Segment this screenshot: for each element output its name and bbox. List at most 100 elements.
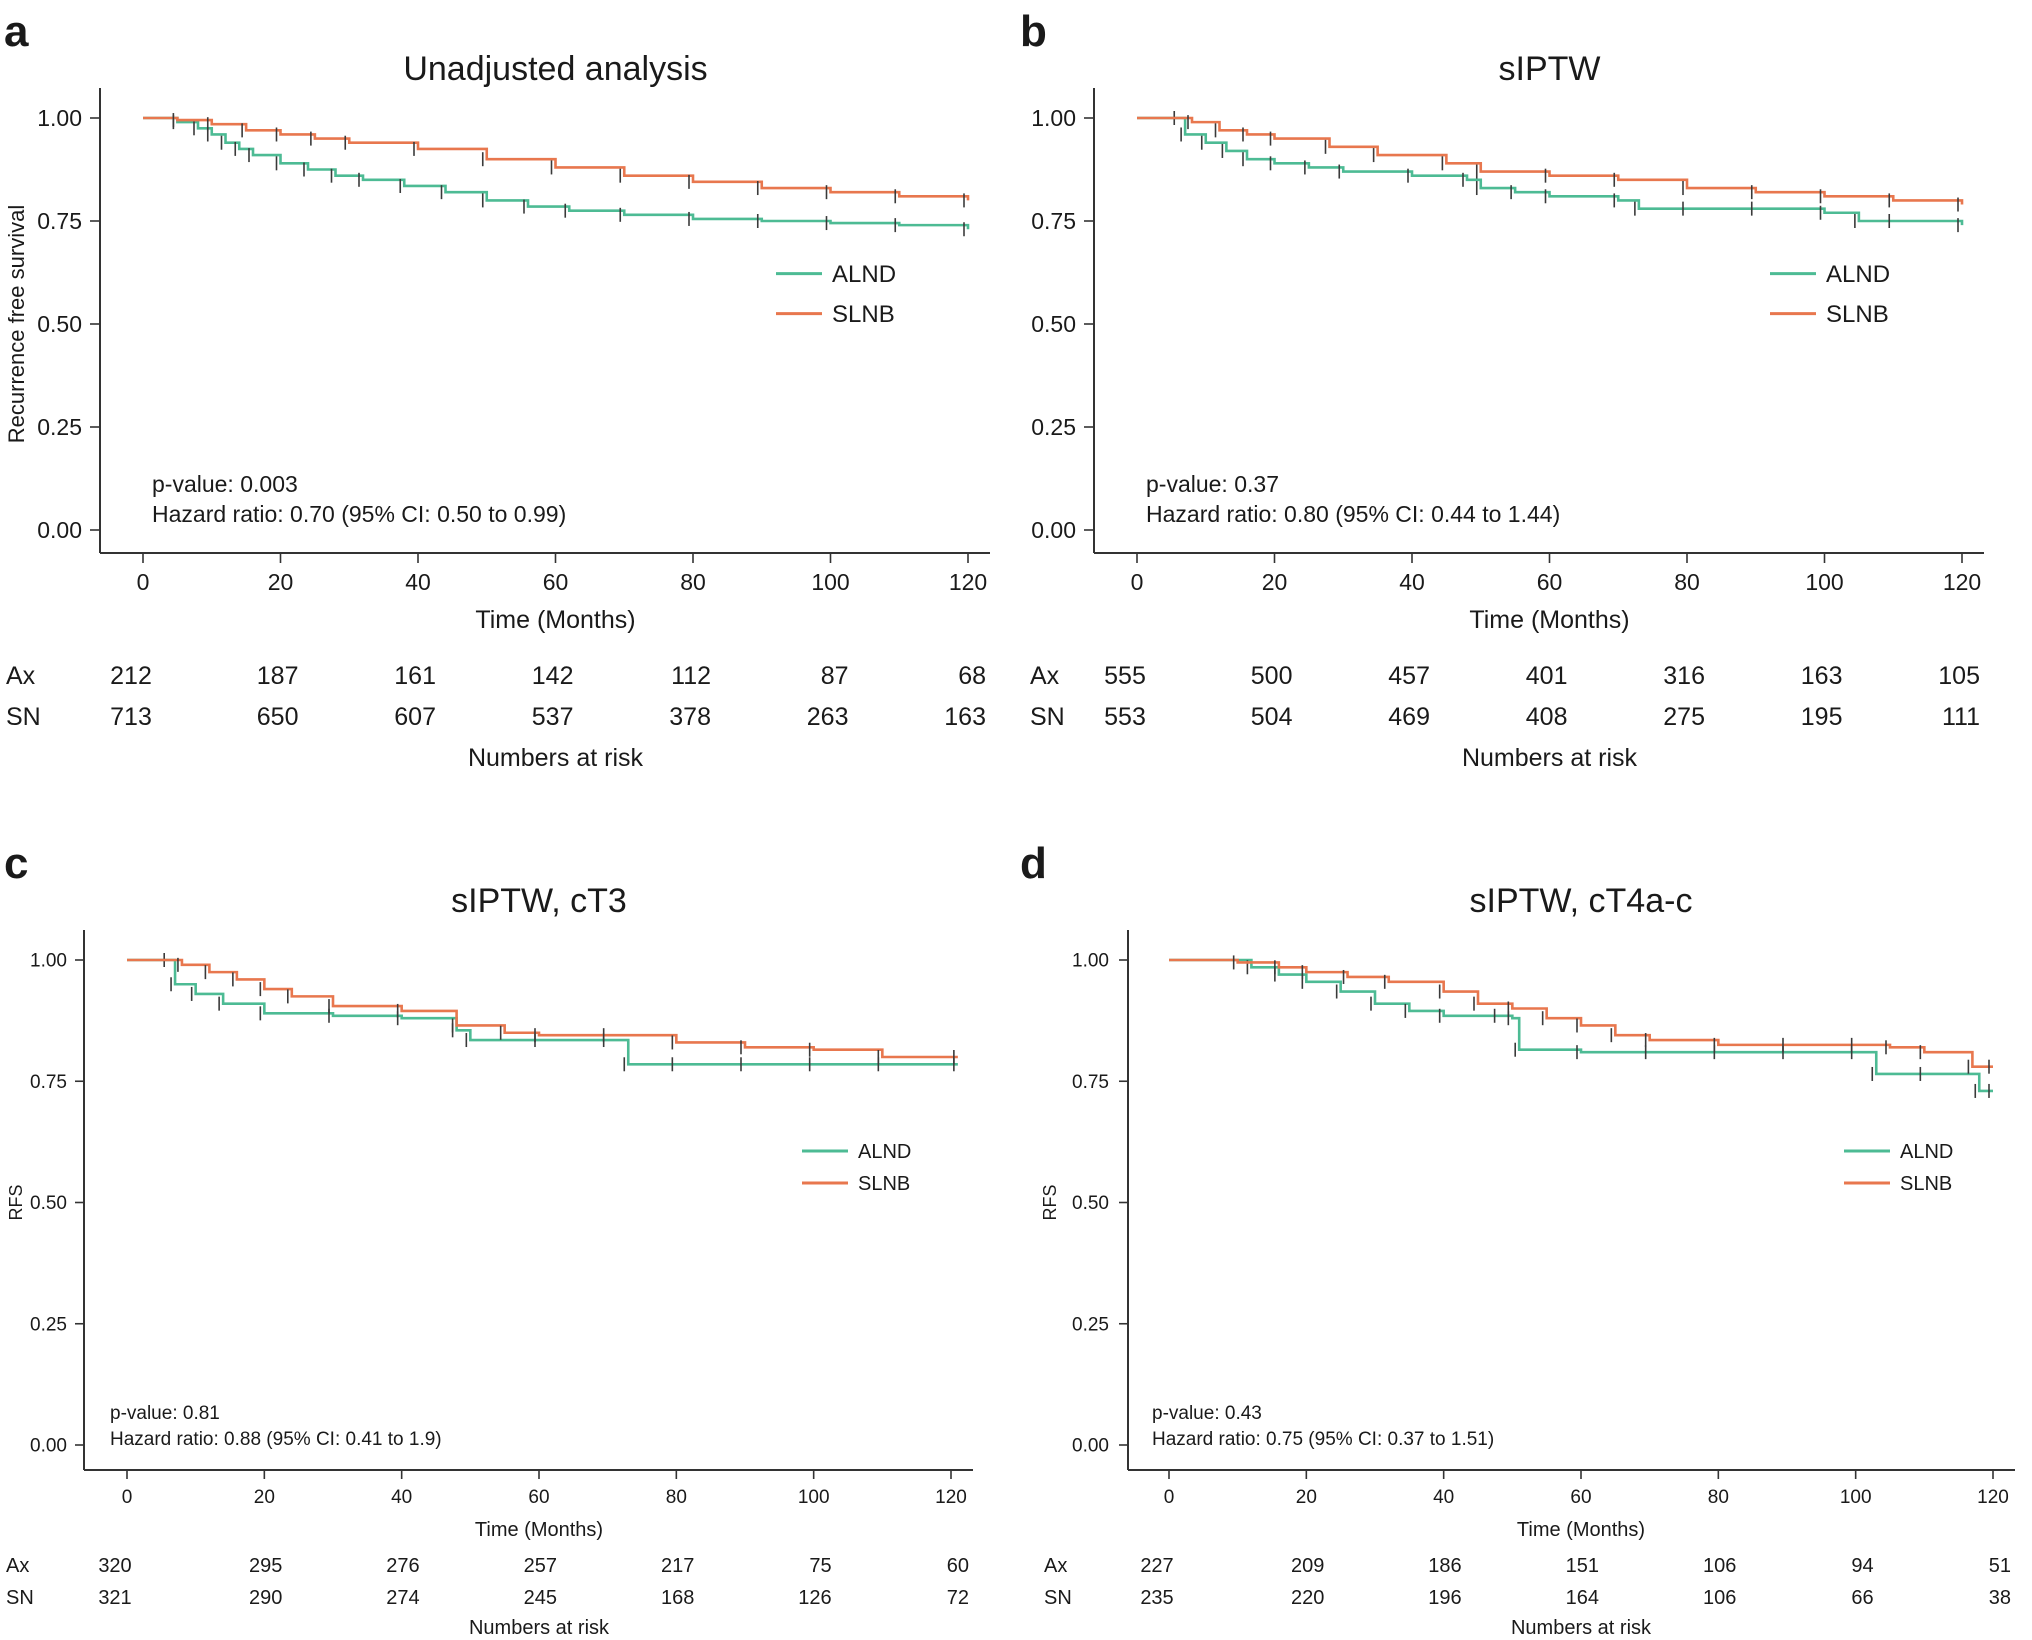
x-tick-label: 100 <box>811 569 849 595</box>
risk-value: 187 <box>257 662 299 690</box>
km-curve-slnb <box>1137 116 1964 205</box>
risk-value: 112 <box>671 662 711 690</box>
x-tick-label: 100 <box>1840 1487 1872 1508</box>
risk-row-label: SN <box>1044 1587 1072 1609</box>
x-axis-label: Time (Months) <box>1517 1519 1645 1541</box>
risk-table-title: Numbers at risk <box>1511 1617 1652 1639</box>
km-chart-b: b sIPTW 0.00 0.25 0.50 0.75 1.00 0 20 40 60 80 100 12… <box>1020 7 1984 772</box>
risk-value: 650 <box>257 703 299 731</box>
legend-label-alnd: ALND <box>858 1141 911 1163</box>
y-tick-label: 0.50 <box>1072 1193 1109 1214</box>
y-tick-label: 1.00 <box>1031 105 1076 131</box>
x-tick-label: 120 <box>949 569 987 595</box>
chart-title: sIPTW, cT4a-c <box>1470 882 1693 920</box>
y-tick-label: 0.75 <box>37 208 82 234</box>
risk-value: 51 <box>1989 1555 2011 1577</box>
x-tick-label: 40 <box>1433 1487 1454 1508</box>
km-chart-c: c sIPTW, cT3 0.00 0.25 0.50 0.75 1.00 0 20 40 60 80… <box>4 839 973 1639</box>
y-tick-label: 0.00 <box>1031 517 1076 543</box>
x-tick-label: 120 <box>1977 1487 2009 1508</box>
risk-value: 161 <box>394 662 436 690</box>
risk-value: 68 <box>958 662 986 690</box>
y-tick-label: 0.25 <box>37 414 82 440</box>
risk-table-title: Numbers at risk <box>469 1617 610 1639</box>
y-tick-label: 1.00 <box>1072 951 1109 972</box>
risk-value: 196 <box>1428 1587 1461 1609</box>
risk-value: 186 <box>1428 1555 1461 1577</box>
p-value-text: p-value: 0.003 <box>152 471 298 497</box>
risk-value: 164 <box>1566 1587 1599 1609</box>
chart-title: sIPTW <box>1499 50 1601 88</box>
x-axis-label: Time (Months) <box>1469 606 1629 634</box>
risk-value: 321 <box>98 1587 131 1609</box>
risk-value: 66 <box>1851 1587 1873 1609</box>
y-tick-label: 0.75 <box>30 1072 67 1093</box>
risk-value: 151 <box>1566 1555 1599 1577</box>
risk-value: 274 <box>386 1587 419 1609</box>
risk-value: 227 <box>1140 1555 1173 1577</box>
x-tick-label: 60 <box>543 569 569 595</box>
risk-value: 408 <box>1526 703 1568 731</box>
risk-row-label: Ax <box>6 662 36 690</box>
y-tick-label: 0.75 <box>1031 208 1076 234</box>
y-tick-label: 0.50 <box>30 1193 67 1214</box>
risk-value: 504 <box>1251 703 1293 731</box>
km-chart-d: d sIPTW, cT4a-c 0.00 0.25 0.50 0.75 1.00 0 20 40 6… <box>1020 839 2015 1639</box>
risk-value: 220 <box>1291 1587 1324 1609</box>
km-curve-slnb <box>127 958 958 1059</box>
x-axis-label: Time (Months) <box>475 606 635 634</box>
risk-value: 94 <box>1851 1555 1873 1577</box>
legend-label-alnd: ALND <box>1826 261 1890 288</box>
risk-value: 276 <box>386 1555 419 1577</box>
risk-table-title: Numbers at risk <box>468 744 644 772</box>
risk-value: 209 <box>1291 1555 1324 1577</box>
panel-letter: d <box>1020 839 1047 888</box>
y-tick-label: 0.25 <box>30 1314 67 1335</box>
panel-letter: b <box>1020 7 1047 56</box>
panel-letter: a <box>4 7 29 56</box>
legend-label-slnb: SLNB <box>1826 301 1889 328</box>
risk-value: 87 <box>821 662 849 690</box>
risk-value: 607 <box>394 703 436 731</box>
x-tick-label: 80 <box>1708 1487 1729 1508</box>
legend-label-slnb: SLNB <box>832 301 895 328</box>
risk-value: 60 <box>947 1555 969 1577</box>
chart-title: sIPTW, cT3 <box>451 882 627 920</box>
x-tick-label: 20 <box>268 569 294 595</box>
x-tick-label: 60 <box>528 1487 549 1508</box>
risk-value: 555 <box>1104 662 1146 690</box>
risk-value: 163 <box>1801 662 1843 690</box>
risk-value: 537 <box>532 703 574 731</box>
risk-value: 469 <box>1388 703 1430 731</box>
x-tick-label: 100 <box>1805 569 1843 595</box>
y-tick-label: 0.00 <box>30 1436 67 1457</box>
risk-row-label: SN <box>6 1587 34 1609</box>
risk-value: 163 <box>944 703 986 731</box>
risk-value: 168 <box>661 1587 694 1609</box>
p-value-text: p-value: 0.43 <box>1152 1403 1262 1424</box>
risk-row-label: SN <box>1030 703 1065 731</box>
x-tick-label: 20 <box>1296 1487 1317 1508</box>
y-tick-label: 0.00 <box>37 517 82 543</box>
risk-value: 75 <box>809 1555 831 1577</box>
x-tick-label: 20 <box>254 1487 275 1508</box>
panel-c: c sIPTW, cT3 0.00 0.25 0.50 0.75 1.00 0 20 40 60 80… <box>0 830 1016 1640</box>
risk-value: 105 <box>1938 662 1980 690</box>
risk-value: 195 <box>1801 703 1843 731</box>
km-curve-alnd <box>143 116 970 230</box>
panel-a: a Unadjusted analysis 0.00 0.25 0.50 0.75 1.00… <box>0 0 1016 800</box>
x-tick-label: 0 <box>1131 569 1144 595</box>
risk-row-label: Ax <box>6 1555 29 1577</box>
km-chart-a: a Unadjusted analysis 0.00 0.25 0.50 0.75 1.00… <box>4 7 990 772</box>
km-curve-alnd <box>127 958 958 1066</box>
y-tick-label: 0.25 <box>1031 414 1076 440</box>
risk-value: 320 <box>98 1555 131 1577</box>
risk-value: 72 <box>947 1587 969 1609</box>
x-tick-label: 100 <box>798 1487 830 1508</box>
hazard-ratio-text: Hazard ratio: 0.70 (95% CI: 0.50 to 0.99… <box>152 501 566 527</box>
x-tick-label: 0 <box>137 569 150 595</box>
risk-value: 457 <box>1388 662 1430 690</box>
y-tick-label: 0.50 <box>37 311 82 337</box>
x-tick-label: 80 <box>1674 569 1700 595</box>
risk-value: 500 <box>1251 662 1293 690</box>
